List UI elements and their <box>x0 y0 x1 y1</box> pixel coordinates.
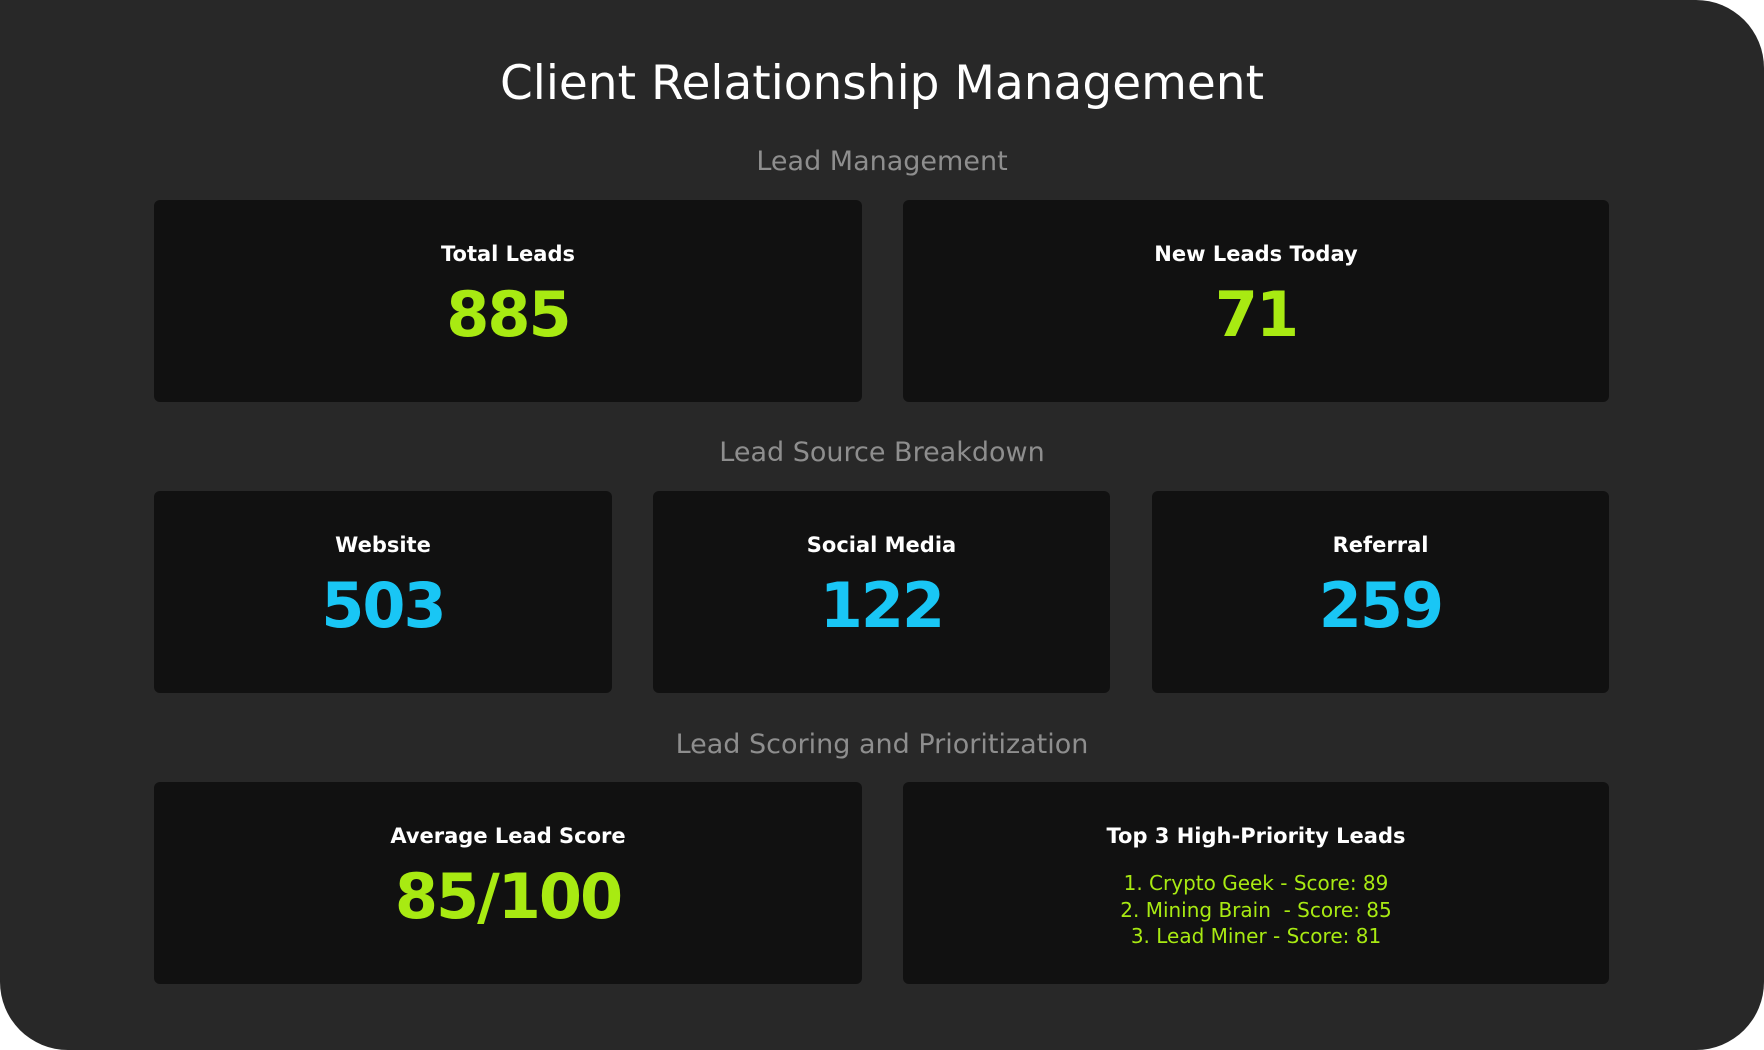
top-priority-leads-label: Top 3 High-Priority Leads <box>1106 824 1406 848</box>
average-lead-score-label: Average Lead Score <box>390 824 626 848</box>
source-label-social-media: Social Media <box>806 533 957 557</box>
priority-lead-item: 1. Crypto Geek - Score: 89 <box>1123 871 1389 895</box>
source-card-social-media: Social Media 122 <box>653 491 1110 693</box>
top-priority-leads-list: 1. Crypto Geek - Score: 89 2. Mining Bra… <box>903 870 1609 950</box>
priority-lead-item: 2. Mining Brain - Score: 85 <box>1120 897 1392 922</box>
source-card-referral: Referral 259 <box>1152 491 1609 693</box>
source-value-social-media: 122 <box>819 569 945 642</box>
total-leads-value: 885 <box>446 278 571 351</box>
section-heading-lead-management: Lead Management <box>756 146 1008 177</box>
source-label-website: Website <box>335 533 431 557</box>
page-title: Client Relationship Management <box>499 56 1265 111</box>
new-leads-today-card: New Leads Today 71 <box>903 200 1609 402</box>
total-leads-label: Total Leads <box>440 242 575 266</box>
source-card-website: Website 503 <box>154 491 612 693</box>
new-leads-today-label: New Leads Today <box>1154 242 1358 266</box>
source-label-referral: Referral <box>1332 533 1429 557</box>
section-heading-lead-scoring: Lead Scoring and Prioritization <box>675 729 1089 760</box>
total-leads-card: Total Leads 885 <box>154 200 862 402</box>
priority-lead-item: 3. Lead Miner - Score: 81 <box>1130 924 1382 948</box>
new-leads-today-value: 71 <box>1214 278 1299 351</box>
top-priority-leads-card: Top 3 High-Priority Leads 1. Crypto Geek… <box>903 782 1609 984</box>
source-value-referral: 259 <box>1318 569 1444 642</box>
average-lead-score-card: Average Lead Score 85/100 <box>154 782 862 984</box>
section-heading-lead-source-breakdown: Lead Source Breakdown <box>719 437 1045 468</box>
source-value-website: 503 <box>321 569 446 642</box>
average-lead-score-value: 85/100 <box>394 860 623 933</box>
